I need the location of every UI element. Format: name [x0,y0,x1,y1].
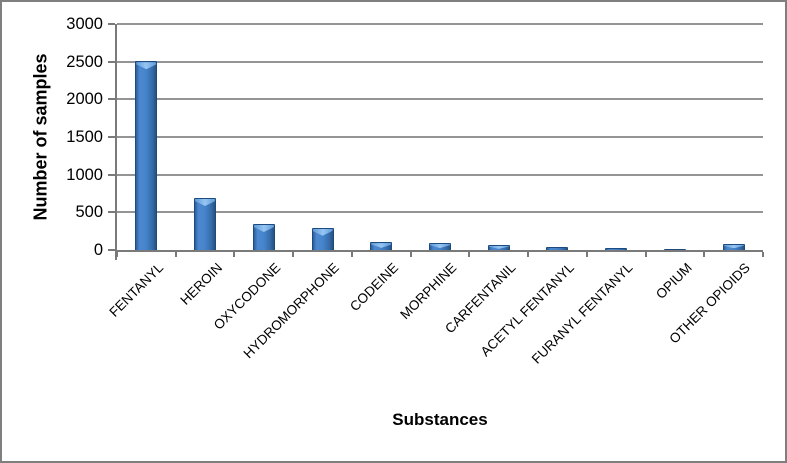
x-label-morphine: MORPHINE [397,260,460,323]
x-tick-3 [292,252,295,257]
y-tick-label-3000: 3000 [66,15,103,33]
x-tick-11 [762,252,764,257]
x-label-heroin: HEROIN [176,260,225,308]
y-tick-3000 [108,23,115,25]
x-tick-1 [174,252,177,257]
y-tick-label-2500: 2500 [66,52,103,71]
bar-bevel-highlight [430,243,450,249]
bar-heroin [194,198,217,251]
x-label-furanyl-fentanyl: FURANYL FENTANYL [529,260,636,367]
gridline-1000 [117,173,763,176]
y-tick-2000 [108,98,115,101]
y-tick-1000 [108,173,115,176]
x-tick-4 [350,252,353,257]
x-tick-10 [703,252,706,257]
bar-hydromorphone [311,227,334,251]
y-tick-label-2000: 2000 [66,90,103,109]
gridline-2500 [117,60,763,63]
gridline-3000 [117,23,763,25]
y-tick-500 [108,211,115,214]
gridline-2000 [117,98,763,101]
bar-bevel-highlight [312,228,333,236]
bar-bevel-highlight [136,62,157,70]
x-tick-5 [409,252,412,257]
bar-fentanyl [135,61,158,251]
x-axis-line [115,250,763,252]
gridline-1500 [117,136,763,138]
y-tick-label-1500: 1500 [66,128,103,146]
x-label-codeine: CODEINE [346,260,401,315]
bar-oxycodone [252,224,275,251]
x-tick-9 [644,252,647,257]
y-tick-label-1000: 1000 [66,165,103,184]
x-tick-8 [585,252,588,257]
y-tick-2500 [108,60,115,63]
y-tick-label-0: 0 [93,241,103,259]
x-axis-title: Substances [392,410,488,429]
bar-bevel-highlight [195,199,216,207]
y-tick-1500 [108,136,115,138]
y-tick-0 [108,249,115,251]
x-tick-6 [468,252,471,257]
y-axis-title: Number of samples [30,53,51,221]
x-tick-2 [233,252,236,257]
bar-bevel-highlight [253,225,274,232]
bar-bevel-highlight [488,245,509,249]
x-label-fentanyl: FENTANYL [106,260,166,320]
x-tick-0 [116,252,118,257]
y-axis-line [115,24,117,260]
x-label-opium: OPIUM [652,260,695,302]
x-tick-7 [527,252,530,257]
bar-bevel-highlight [371,243,392,248]
bar-bevel-highlight [723,244,744,249]
gridline-500 [117,211,763,214]
y-tick-label-500: 500 [75,203,103,222]
